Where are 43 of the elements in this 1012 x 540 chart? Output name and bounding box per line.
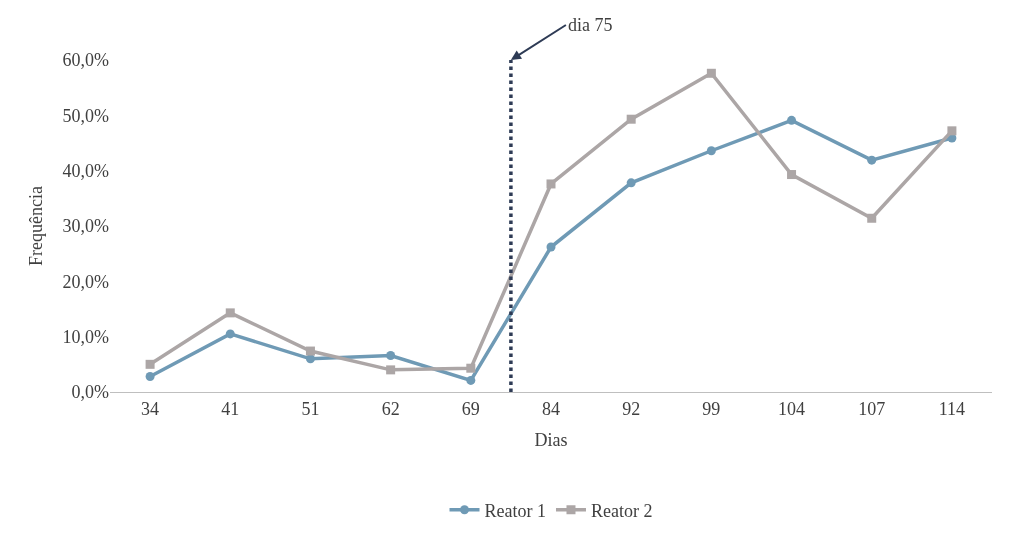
y-axis-title: Frequência: [25, 186, 46, 266]
point: [546, 179, 556, 189]
x-tick-label: 69: [461, 398, 480, 419]
point: [225, 329, 235, 339]
point: [386, 365, 396, 375]
x-axis-title: Dias: [534, 429, 568, 450]
x-tick-label: 107: [858, 398, 886, 419]
point: [145, 372, 155, 382]
x-tick-label: 84: [542, 398, 560, 419]
legend-label: Reator 1: [484, 500, 546, 521]
point: [305, 346, 315, 356]
x-tick-label: 114: [938, 398, 966, 419]
point: [546, 242, 556, 252]
point: [787, 115, 797, 125]
x-tick-label: 41: [221, 398, 240, 419]
point: [867, 213, 877, 223]
point: [867, 155, 877, 165]
y-tick-label: 30,0%: [62, 216, 109, 237]
point: [145, 359, 155, 369]
point: [225, 308, 235, 318]
x-tick-label: 92: [622, 398, 641, 419]
x-tick-label: 51: [301, 398, 320, 419]
y-tick-label: 20,0%: [62, 271, 109, 292]
x-tick-label: 34: [141, 398, 160, 419]
y-tick-label: 10,0%: [62, 326, 109, 347]
point: [626, 114, 636, 124]
point: [466, 363, 476, 373]
text: dia 75: [568, 15, 613, 35]
point: [626, 178, 636, 188]
x-tick-label: 62: [381, 398, 400, 419]
x-tick-label: 99: [702, 398, 721, 419]
point: [787, 170, 797, 180]
point: [466, 375, 476, 385]
point: [947, 126, 957, 136]
legend-label: Reator 2: [590, 500, 653, 521]
point: [706, 146, 716, 156]
y-tick-label: 40,0%: [62, 160, 109, 181]
x-tick-label: 104: [778, 398, 806, 419]
y-tick-label: 0,0%: [71, 382, 109, 403]
point: [386, 350, 396, 360]
y-tick-label: 50,0%: [62, 105, 109, 126]
y-tick-label: 60,0%: [62, 50, 109, 71]
point: [706, 68, 716, 78]
